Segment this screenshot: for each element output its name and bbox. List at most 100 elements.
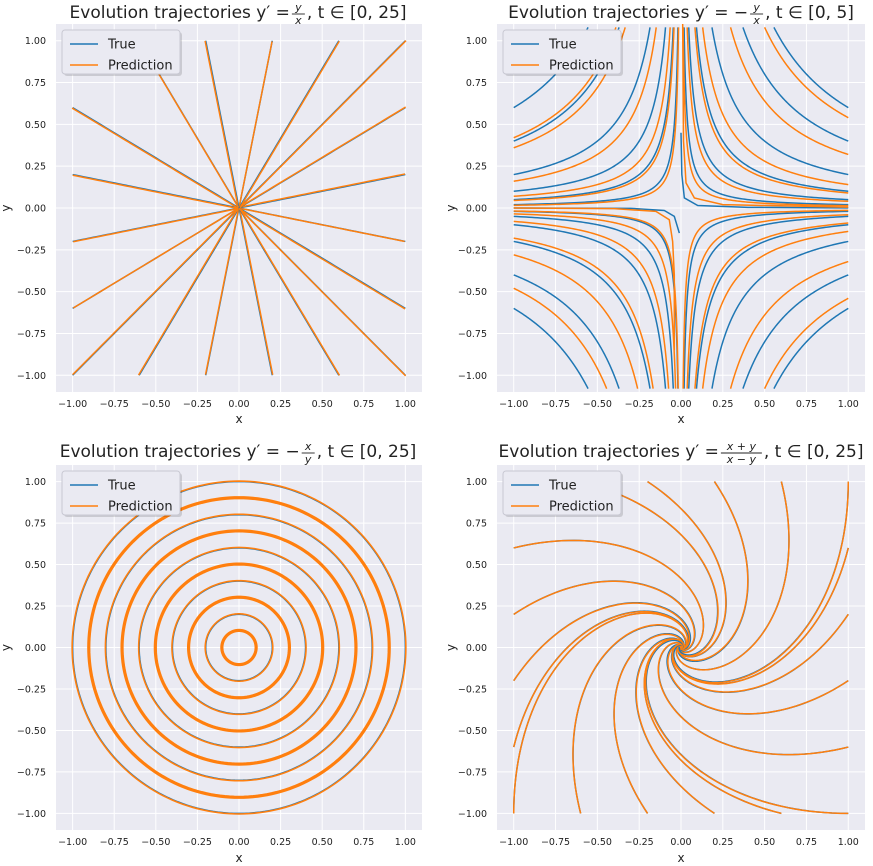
legend-label: True (107, 38, 136, 53)
y-tick-label: −0.50 (17, 726, 46, 737)
legend: True Prediction (502, 470, 623, 517)
x-tick-label: −0.50 (141, 837, 170, 848)
x-axis-label: x (235, 412, 242, 426)
svg-text:Evolution trajectories y′ = −: Evolution trajectories y′ = − (60, 442, 300, 462)
prediction-trajectory (694, 27, 849, 194)
y-tick-label: 1.00 (466, 477, 487, 488)
prediction-trajectory (137, 546, 341, 749)
y-tick-label: −1.00 (17, 371, 46, 382)
y-tick-label: −0.25 (17, 684, 46, 695)
x-tick-label: 1.00 (395, 837, 416, 848)
true-trajectory (687, 27, 849, 201)
x-tick-label: 1.00 (838, 837, 859, 848)
x-tick-label: 0.75 (796, 837, 817, 848)
true-trajectory (513, 27, 679, 206)
y-tick-label: 0.50 (25, 120, 46, 131)
prediction-trajectory (71, 480, 407, 815)
prediction-trajectory (513, 207, 676, 351)
x-tick-label: 0.00 (228, 399, 249, 410)
y-tick-label: 0.25 (466, 602, 487, 613)
svg-text:y: y (294, 1, 302, 14)
y-tick-label: −0.75 (17, 329, 46, 340)
x-tick-label: −1.00 (499, 837, 528, 848)
prediction-trajectory (513, 27, 657, 182)
x-tick-label: 0.25 (712, 399, 733, 410)
x-tick-label: −0.50 (583, 837, 612, 848)
x-tick-label: −1.00 (499, 399, 528, 410)
prediction-trajectory (120, 529, 358, 766)
prediction-trajectory (239, 40, 407, 209)
chart-title: Evolution trajectories y′ = , t ∈ [0, 25… (499, 440, 864, 466)
prediction-trajectory (513, 254, 639, 389)
true-trajectory (687, 215, 849, 389)
trajectories (513, 24, 849, 389)
prediction-trajectory (701, 230, 849, 389)
prediction-trajectory (513, 27, 671, 198)
svg-text:Evolution trajectories y′ =: Evolution trajectories y′ = (499, 442, 719, 462)
legend-label: Prediction (108, 500, 173, 515)
x-tick-label: −1.00 (58, 837, 87, 848)
y-tick-label: −1.00 (458, 371, 487, 382)
trajectories (71, 480, 407, 815)
true-trajectory (683, 210, 849, 389)
x-tick-label: 0.00 (670, 837, 691, 848)
svg-text:Evolution trajectories y′ = −: Evolution trajectories y′ = − (508, 3, 748, 23)
y-tick-label: −0.50 (17, 287, 46, 298)
x-tick-label: 0.25 (270, 837, 291, 848)
svg-text:, t ∈ [0, 25]: , t ∈ [0, 25] (764, 442, 864, 462)
x-tick-label: −0.75 (541, 837, 570, 848)
prediction-trajectory (682, 27, 849, 207)
y-axis-label: y (444, 204, 458, 211)
svg-text:y: y (304, 453, 312, 466)
y-tick-label: −0.50 (458, 287, 487, 298)
y-tick-label: −0.75 (458, 329, 487, 340)
legend: True Prediction (61, 470, 182, 517)
chart-title: Evolution trajectories y′ = − , t ∈ [0, 2… (60, 440, 417, 466)
svg-text:y: y (752, 1, 760, 14)
y-tick-label: −0.50 (458, 726, 487, 737)
x-tick-label: 0.50 (754, 837, 775, 848)
y-tick-label: 0.75 (466, 78, 487, 89)
prediction-trajectory (238, 207, 406, 310)
x-tick-label: −0.25 (183, 837, 212, 848)
legend-label: Prediction (549, 59, 614, 74)
prediction-trajectory (671, 481, 850, 684)
true-trajectory (513, 223, 667, 389)
prediction-trajectory (694, 222, 849, 389)
prediction-trajectory (204, 613, 274, 682)
x-tick-label: −0.75 (100, 837, 129, 848)
prediction-trajectory (572, 624, 687, 814)
y-tick-label: 0.50 (466, 120, 487, 131)
prediction-trajectory (220, 628, 258, 667)
y-tick-label: 0.00 (25, 643, 46, 654)
y-tick-label: −0.75 (458, 767, 487, 778)
legend-label: Prediction (108, 59, 173, 74)
x-axis-label: x (235, 851, 242, 865)
x-tick-label: −0.75 (541, 399, 570, 410)
prediction-trajectory (153, 562, 325, 733)
subplot-4: −1.00 1.00 −0.75 0.75 −0.50 0.50 −0.25 0.25 0.00… (444, 440, 865, 865)
true-trajectory (742, 274, 849, 389)
true-trajectory (773, 307, 849, 389)
x-tick-label: 0.00 (228, 837, 249, 848)
y-tick-label: −1.00 (17, 809, 46, 820)
y-tick-label: −0.25 (17, 245, 46, 256)
prediction-trajectory (104, 513, 374, 782)
prediction-trajectory (701, 27, 849, 186)
svg-text:x + y: x + y (726, 440, 757, 453)
x-tick-label: 0.75 (796, 399, 817, 410)
svg-text:, t ∈ [0, 25]: , t ∈ [0, 25] (317, 442, 417, 462)
x-tick-label: 0.50 (312, 837, 333, 848)
true-trajectory (695, 27, 849, 193)
prediction-trajectory (513, 27, 680, 207)
true-trajectory (742, 27, 849, 142)
x-tick-label: −0.25 (625, 399, 654, 410)
svg-text:Evolution trajectories y′ =: Evolution trajectories y′ = (70, 3, 290, 23)
prediction-trajectory (763, 27, 849, 119)
prediction-trajectory (71, 107, 239, 210)
true-trajectory (513, 27, 651, 176)
y-tick-label: 0.50 (466, 560, 487, 571)
svg-text:, t ∈ [0, 25]: , t ∈ [0, 25] (307, 3, 407, 23)
prediction-trajectory (513, 210, 679, 389)
true-trajectory (513, 274, 620, 389)
